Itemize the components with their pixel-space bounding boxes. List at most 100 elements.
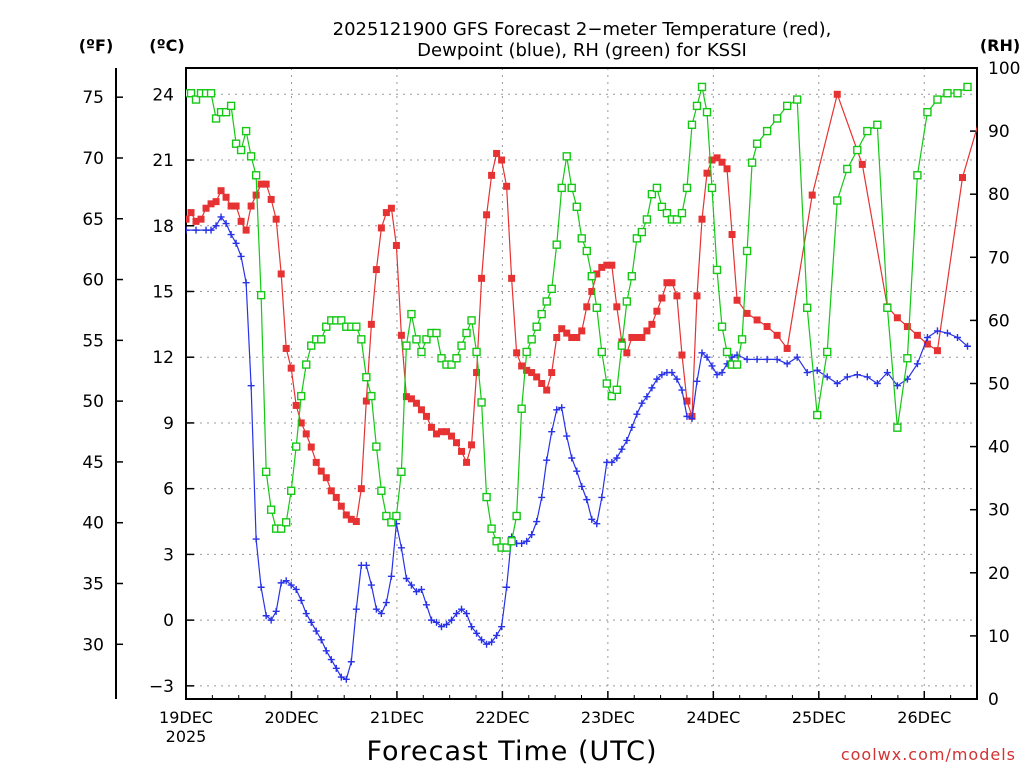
series-dewpoint [186,213,972,683]
data-point [206,89,216,98]
data-point [553,406,561,414]
data-point [498,156,506,164]
data-point [211,114,221,123]
data-point [638,399,646,407]
data-point [893,423,902,432]
rh-tick-label: 80 [988,185,1010,205]
data-point [492,537,501,546]
data-point [272,215,280,223]
data-point [692,101,702,111]
data-point [984,89,991,96]
data-point [563,329,571,337]
data-point [246,152,256,161]
data-point [547,284,556,294]
data-point [337,316,346,325]
data-point [713,154,721,162]
data-point [488,171,496,179]
fahrenheit-tick-label: 30 [82,635,104,655]
data-point [833,196,842,205]
rh-tick-label: 50 [988,375,1010,395]
data-point [567,183,576,193]
data-point [603,261,611,269]
data-series [186,82,1016,683]
data-point [302,430,310,438]
data-point [352,605,360,613]
data-point [792,95,802,104]
data-point [732,360,742,369]
data-point [678,351,686,359]
data-point [503,583,511,591]
data-point [647,189,657,199]
data-point [447,360,456,369]
data-point [317,335,326,344]
data-point [537,309,546,319]
series-relative-humidity [186,82,972,552]
fahrenheit-unit-label: (ºF) [79,36,114,55]
data-point [662,208,672,218]
data-point [543,456,551,464]
series-line [186,92,977,523]
data-point [352,518,360,526]
data-point [863,126,872,136]
data-point [762,126,772,136]
data-point [643,393,651,401]
data-point [933,95,942,104]
data-point [783,344,791,352]
data-point [468,623,476,631]
data-point [187,209,195,217]
data-point [958,174,966,182]
year-label: 2025 [166,727,207,746]
celsius-tick-label: 0 [163,611,174,631]
data-point [462,328,471,338]
data-point [397,544,405,552]
data-point [502,543,511,552]
data-point [392,241,400,249]
date-tick-label: 26DEC [897,708,951,727]
data-point [673,292,681,300]
fahrenheit-tick-label: 55 [82,331,104,351]
date-tick-label: 25DEC [792,708,846,727]
data-point [432,618,440,626]
data-point [507,537,516,546]
data-point [698,215,706,223]
data-point [672,215,682,224]
data-point [412,399,420,407]
data-point [1009,170,1016,177]
data-point [352,322,361,331]
rh-tick-label: 100 [988,59,1020,79]
data-point [903,354,912,363]
data-point [793,353,801,361]
data-point [563,432,571,440]
series-2-meter-temperature [186,89,1016,526]
data-point [783,360,791,368]
data-point [598,263,606,271]
data-point [276,524,286,533]
data-point [453,610,461,618]
data-point [266,505,276,514]
rh-tick-label: 0 [988,690,999,710]
data-point [237,252,245,260]
date-tick-label: 19DEC [159,708,213,727]
data-point [417,347,426,357]
data-point [648,384,656,392]
data-point [582,246,591,256]
data-point [402,341,411,350]
data-point [913,171,922,180]
data-point [342,511,350,519]
data-point [568,454,576,462]
data-point [557,183,566,193]
data-point [622,297,632,306]
data-point [808,191,816,199]
data-point [247,202,255,210]
data-point [733,296,741,304]
data-point [498,623,506,631]
data-point [578,482,586,490]
celsius-tick-label: 18 [152,217,174,237]
data-point [372,442,381,451]
data-point [237,217,245,225]
data-point [753,355,761,363]
data-point [933,327,941,335]
data-point [742,246,752,256]
data-point [483,640,491,648]
data-point [226,101,236,111]
